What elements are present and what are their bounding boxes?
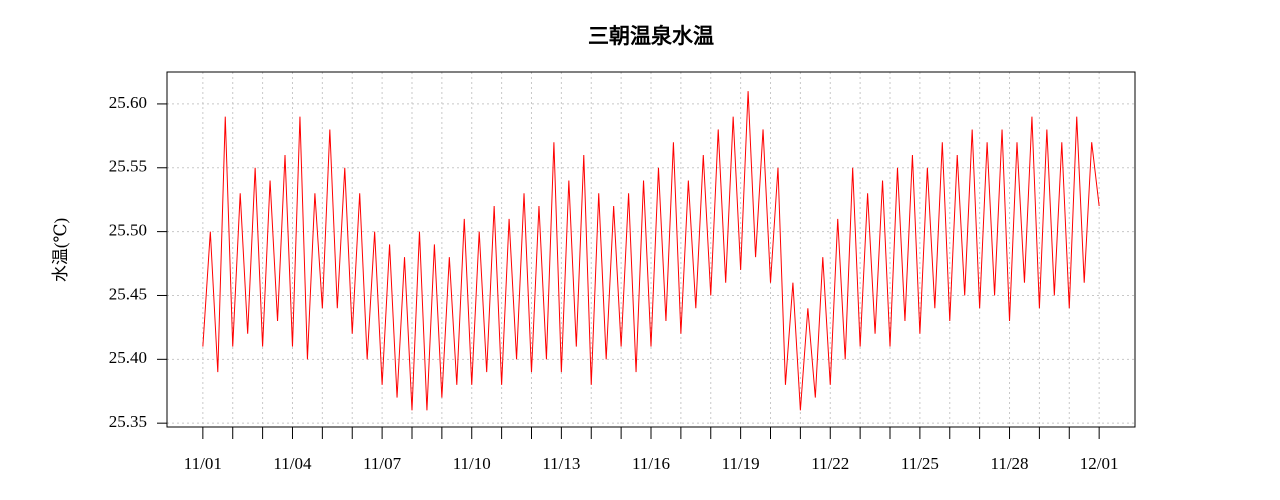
x-tick-label: 11/16 bbox=[632, 454, 670, 473]
y-tick-label: 25.50 bbox=[109, 221, 147, 240]
x-tick-label: 11/01 bbox=[184, 454, 222, 473]
x-tick-label: 11/10 bbox=[453, 454, 491, 473]
chart-title: 三朝温泉水温 bbox=[588, 24, 714, 48]
x-tick-label: 11/07 bbox=[363, 454, 402, 473]
x-tick-label: 11/25 bbox=[901, 454, 939, 473]
x-tick-label: 12/01 bbox=[1080, 454, 1119, 473]
y-tick-label: 25.40 bbox=[109, 348, 147, 367]
x-tick-label: 11/19 bbox=[722, 454, 760, 473]
x-tick-label: 11/04 bbox=[273, 454, 312, 473]
plot-frame bbox=[166, 71, 1136, 428]
y-axis-label: 水温(℃) bbox=[51, 218, 70, 282]
y-tick-label: 25.35 bbox=[109, 412, 147, 431]
x-tick-label: 11/28 bbox=[990, 454, 1028, 473]
x-tick-label: 11/22 bbox=[811, 454, 849, 473]
y-tick-label: 25.60 bbox=[109, 93, 147, 112]
y-tick-label: 25.45 bbox=[109, 284, 147, 303]
y-tick-label: 25.55 bbox=[109, 157, 147, 176]
data-line bbox=[202, 91, 1100, 411]
x-tick-label: 11/13 bbox=[542, 454, 580, 473]
